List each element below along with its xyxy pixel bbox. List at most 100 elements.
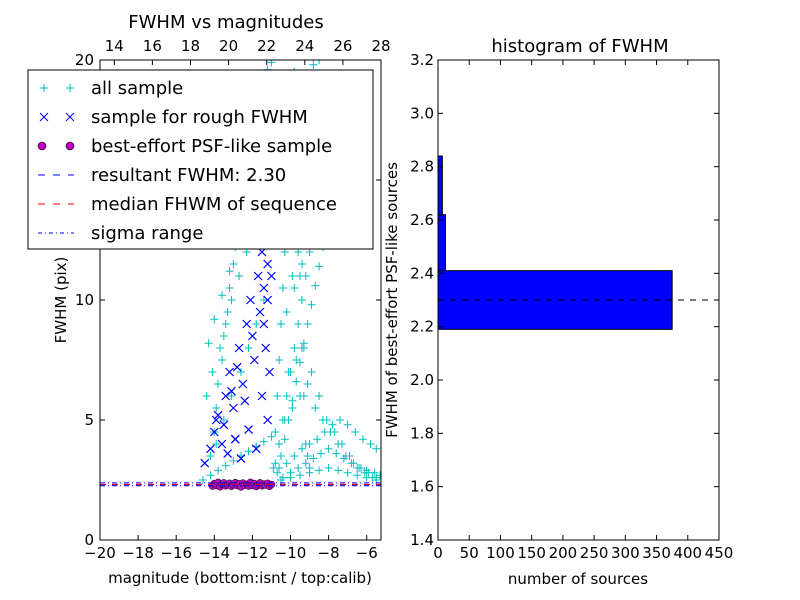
- point-rough-fwhm: [265, 367, 274, 377]
- point-all-sample: [313, 435, 322, 444]
- point-rough-fwhm: [261, 343, 271, 353]
- point-all-sample: [204, 339, 213, 348]
- point-all-sample: [315, 262, 324, 271]
- point-all-sample: [332, 449, 341, 458]
- point-rough-fwhm: [259, 319, 269, 329]
- point-all-sample: [214, 466, 223, 475]
- x-tick-label: 350: [642, 544, 671, 562]
- point-all-sample: [202, 392, 211, 400]
- x-tick-label: 400: [673, 544, 702, 562]
- top-x-tick-label: 22: [257, 37, 276, 55]
- x-tick-label: −6: [356, 544, 378, 562]
- point-rough-fwhm: [228, 403, 238, 413]
- x-tick-label: 50: [460, 544, 479, 562]
- scatter-y-label: FWHM (pix): [52, 257, 70, 344]
- point-rough-fwhm: [221, 391, 231, 401]
- point-all-sample: [259, 437, 268, 446]
- legend-marker-plus: [66, 84, 74, 92]
- legend-entry: sigma range: [38, 223, 203, 244]
- point-rough-fwhm: [267, 271, 276, 281]
- point-all-sample: [360, 468, 369, 477]
- point-all-sample: [336, 416, 345, 424]
- point-all-sample: [297, 296, 306, 304]
- point-all-sample: [353, 471, 362, 480]
- scatter-panel: −20−18−16−14−12−10−8−6051015201416182022…: [27, 12, 391, 587]
- point-all-sample: [345, 452, 354, 460]
- point-rough-fwhm: [234, 343, 244, 353]
- point-all-sample: [330, 428, 339, 436]
- histogram-bar: [437, 155, 443, 216]
- point-rough-fwhm: [227, 386, 236, 396]
- point-all-sample: [229, 456, 238, 465]
- point-all-sample: [280, 416, 289, 424]
- legend-label: all sample: [91, 78, 183, 99]
- point-rough-fwhm: [200, 458, 210, 468]
- x-tick-label: −8: [318, 544, 340, 562]
- point-all-sample: [252, 320, 261, 328]
- point-all-sample: [315, 392, 324, 400]
- point-rough-fwhm: [223, 449, 233, 459]
- point-all-sample: [294, 320, 303, 328]
- point-all-sample: [282, 308, 291, 316]
- point-rough-fwhm: [213, 410, 223, 420]
- point-all-sample: [267, 432, 276, 441]
- legend-label: best-effort PSF-like sample: [91, 136, 332, 157]
- x-tick-label: 100: [486, 544, 515, 562]
- point-all-sample: [212, 404, 221, 412]
- point-all-sample: [271, 428, 280, 436]
- point-all-sample: [343, 468, 352, 477]
- point-all-sample: [276, 320, 285, 328]
- y-tick-label: 5: [84, 411, 94, 429]
- point-all-sample: [278, 284, 287, 292]
- point-all-sample: [282, 459, 291, 468]
- y-tick-label: 1.6: [410, 478, 434, 496]
- point-all-sample: [276, 452, 285, 460]
- point-all-sample: [372, 444, 381, 453]
- point-all-sample: [227, 296, 236, 304]
- scatter-title: FWHM vs magnitudes: [128, 12, 323, 33]
- point-rough-fwhm: [240, 396, 250, 406]
- point-all-sample: [208, 368, 217, 376]
- point-all-sample: [235, 272, 244, 280]
- point-rough-fwhm: [246, 295, 255, 305]
- y-tick-label: 1.4: [410, 531, 434, 549]
- point-all-sample: [305, 440, 314, 448]
- histogram-frame: [437, 59, 720, 541]
- legend-entry: best-effort PSF-like sample: [37, 136, 332, 157]
- point-all-sample: [334, 466, 343, 475]
- x-tick-label: 300: [611, 544, 640, 562]
- point-all-sample: [301, 459, 310, 468]
- point-rough-fwhm: [263, 295, 273, 305]
- legend-label: sample for rough FWHM: [91, 107, 308, 128]
- point-all-sample: [290, 344, 299, 352]
- scatter-x-label: magnitude (bottom:isnt / top:calib): [108, 569, 372, 587]
- histogram-y-label: FWHM of best-effort PSF-like sources: [383, 162, 401, 438]
- point-rough-fwhm: [230, 434, 240, 444]
- x-tick-label: −14: [198, 544, 230, 562]
- point-all-sample: [297, 260, 306, 268]
- point-all-sample: [328, 420, 337, 429]
- x-tick-label: −16: [160, 544, 192, 562]
- point-all-sample: [221, 461, 230, 470]
- y-tick-label: 0: [84, 531, 94, 549]
- point-all-sample: [271, 459, 280, 468]
- legend-box: [27, 69, 374, 250]
- top-x-tick-label: 14: [105, 37, 124, 55]
- point-all-sample: [273, 468, 282, 477]
- point-all-sample: [221, 320, 230, 328]
- point-rough-fwhm: [244, 425, 254, 435]
- x-tick-label: −10: [275, 544, 307, 562]
- point-all-sample: [275, 356, 284, 364]
- point-all-sample: [311, 281, 320, 290]
- x-tick-label: 150: [517, 544, 546, 562]
- point-rough-fwhm: [225, 367, 234, 377]
- point-rough-fwhm: [253, 271, 263, 281]
- point-all-sample: [284, 368, 293, 376]
- point-all-sample: [225, 267, 234, 276]
- y-tick-label: 2.0: [410, 371, 434, 389]
- y-tick-label: 2.6: [410, 211, 434, 229]
- legend-label: sigma range: [91, 223, 203, 244]
- legend-entry: sample for rough FWHM: [39, 107, 308, 128]
- point-all-sample: [290, 284, 299, 292]
- y-tick-label: 3.0: [410, 104, 434, 122]
